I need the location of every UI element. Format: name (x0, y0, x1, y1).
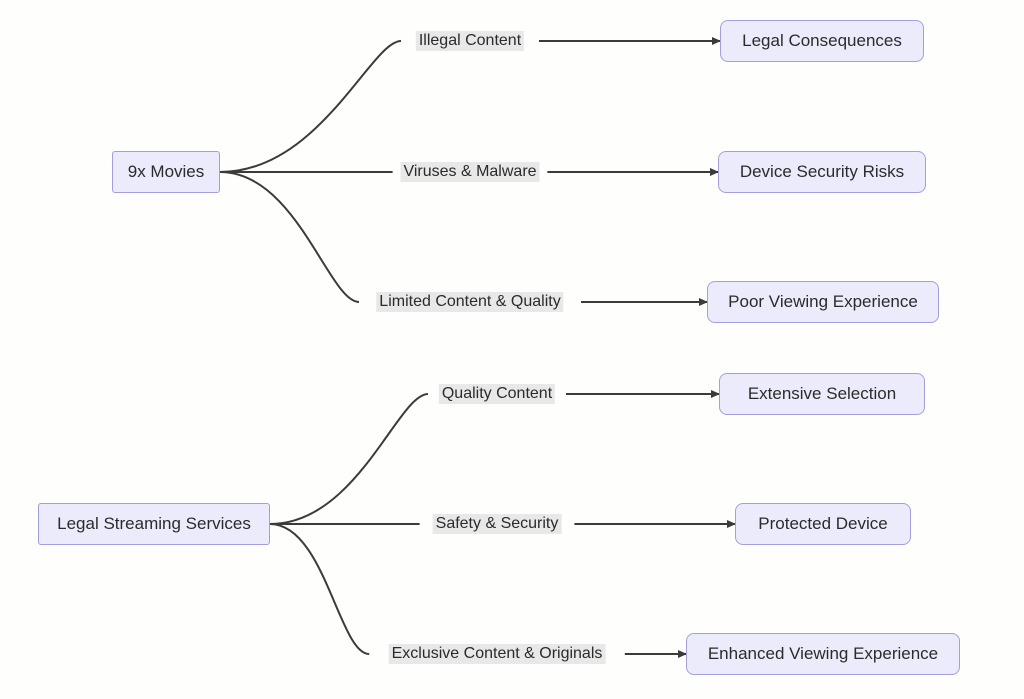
edges-layer (0, 0, 1024, 699)
edge-n5-n6-seg1 (270, 394, 428, 524)
node-n1: 9x Movies (112, 151, 220, 193)
edge-label-n5-n8: Exclusive Content & Originals (389, 644, 606, 664)
edge-label-n1-n2: Illegal Content (416, 31, 524, 51)
node-n7: Protected Device (735, 503, 911, 545)
edge-label-n5-n6: Quality Content (439, 384, 555, 404)
node-n6: Extensive Selection (719, 373, 925, 415)
node-n8: Enhanced Viewing Experience (686, 633, 960, 675)
edge-n1-n2-seg1 (220, 41, 401, 172)
edge-label-n5-n7: Safety & Security (433, 514, 562, 534)
node-n4: Poor Viewing Experience (707, 281, 939, 323)
edge-n5-n8-seg1 (270, 524, 369, 654)
edge-label-n1-n3: Viruses & Malware (400, 162, 539, 182)
edge-n1-n4-seg1 (220, 172, 359, 302)
edge-label-n1-n4: Limited Content & Quality (376, 292, 563, 312)
node-n3: Device Security Risks (718, 151, 926, 193)
node-n2: Legal Consequences (720, 20, 924, 62)
node-n5: Legal Streaming Services (38, 503, 270, 545)
